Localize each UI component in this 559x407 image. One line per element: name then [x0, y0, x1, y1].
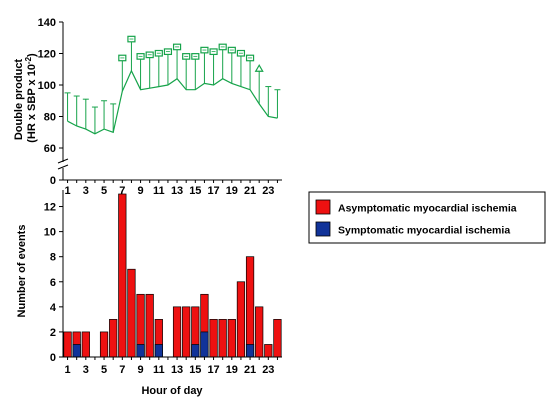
- top-y-axis-title-line1: Double product: [13, 59, 25, 141]
- axis-break-mark: [57, 158, 69, 164]
- top-x-tick-label: 11: [153, 185, 165, 197]
- top-x-tick-label: 9: [138, 185, 144, 197]
- mean-line: [67, 69, 278, 135]
- bar-asymptomatic: [218, 319, 227, 358]
- bar-asymptomatic: [99, 331, 109, 358]
- bar-symptomatic: [245, 344, 255, 358]
- bar-asymptomatic: [172, 306, 182, 358]
- bottom-x-tick-label: 1: [65, 364, 71, 376]
- top-x-tick-label: 23: [262, 185, 274, 197]
- bottom-x-tick-label: 19: [226, 364, 238, 376]
- top-y-tick-label: 100: [38, 80, 56, 92]
- bottom-y-tick-label: 4: [50, 302, 57, 314]
- bar-asymptomatic: [145, 293, 154, 358]
- bottom-x-tick-label: 23: [262, 364, 274, 376]
- bar-symptomatic: [200, 331, 209, 358]
- bottom-x-tick-label: 5: [101, 364, 107, 376]
- x-axis-title: Hour of day: [141, 385, 203, 397]
- bar-asymptomatic: [255, 306, 264, 358]
- error-marker-triangle: [254, 64, 264, 72]
- bar-asymptomatic: [236, 281, 246, 358]
- legend-label-symptomatic: Symptomatic myocardial ischemia: [338, 225, 510, 237]
- bottom-y-tick-label: 8: [50, 252, 56, 264]
- bar-symptomatic: [136, 344, 145, 358]
- axis-break-mark: [57, 164, 69, 170]
- legend-swatch-symptomatic: [315, 221, 331, 237]
- bottom-x-tick-label: 7: [119, 364, 125, 376]
- legend-swatch-asymptomatic: [315, 199, 331, 215]
- bar-asymptomatic: [245, 256, 255, 358]
- bar-asymptomatic: [63, 331, 72, 358]
- bar-symptomatic: [191, 344, 200, 358]
- bottom-y-tick-label: 12: [44, 202, 56, 214]
- bar-asymptomatic: [227, 319, 236, 358]
- bottom-y-tick-label: 0: [50, 352, 56, 364]
- bottom-x-tick-label: 13: [171, 364, 183, 376]
- bar-asymptomatic: [209, 319, 218, 358]
- bottom-x-tick-label: 17: [207, 364, 219, 376]
- bar-symptomatic: [72, 344, 81, 358]
- bottom-x-tick-label: 21: [244, 364, 256, 376]
- bottom-x-tick-label: 3: [83, 364, 89, 376]
- top-x-tick-label: 13: [171, 185, 183, 197]
- top-x-tick-label: 7: [119, 185, 125, 197]
- top-marks: [64, 35, 281, 135]
- top-y-axis-title-close: ): [26, 53, 38, 57]
- legend-label-asymptomatic: Asymptomatic myocardial ischemia: [338, 203, 517, 215]
- top-y-tick-label: 120: [38, 49, 56, 61]
- top-y-axis-title-sup: -2: [24, 56, 33, 64]
- bar-asymptomatic: [182, 306, 191, 358]
- bar-asymptomatic: [273, 319, 282, 358]
- bottom-y-tick-label: 10: [44, 227, 56, 239]
- bottom-y-tick-label: 2: [50, 327, 56, 339]
- top-x-tick-label: 5: [101, 185, 107, 197]
- bar-asymptomatic: [109, 319, 118, 358]
- top-x-tick-label: 3: [83, 185, 89, 197]
- bar-asymptomatic: [118, 193, 127, 358]
- top-x-tick-label: 15: [189, 185, 201, 197]
- top-y-tick-label: 0: [50, 175, 56, 187]
- bottom-y-axis-title: Number of events: [16, 225, 28, 318]
- top-y-tick-label: 60: [44, 143, 56, 155]
- top-y-axis-title-line2: (HR x SBP x 10-2): [24, 53, 38, 143]
- bar-asymptomatic: [81, 331, 90, 358]
- legend: Asymptomatic myocardial ischemia Symptom…: [308, 191, 546, 244]
- bottom-y-tick-label: 6: [50, 277, 56, 289]
- bar-asymptomatic: [264, 344, 273, 358]
- top-x-tick-label: 21: [244, 185, 256, 197]
- bottom-marks: [63, 193, 282, 358]
- top-x-tick-label: 1: [65, 185, 71, 197]
- legend-box: [308, 191, 546, 244]
- bottom-x-tick-label: 11: [153, 364, 165, 376]
- top-y-axis-title: Double product (HR x SBP x 10-2): [13, 53, 38, 143]
- bar-symptomatic: [154, 344, 163, 358]
- bottom-x-tick-label: 15: [189, 364, 201, 376]
- top-x-tick-label: 19: [226, 185, 238, 197]
- bottom-x-tick-label: 9: [138, 364, 144, 376]
- bar-asymptomatic: [127, 268, 136, 358]
- top-x-tick-label: 17: [207, 185, 219, 197]
- top-y-tick-label: 140: [38, 17, 56, 29]
- top-y-tick-label: 80: [44, 112, 56, 124]
